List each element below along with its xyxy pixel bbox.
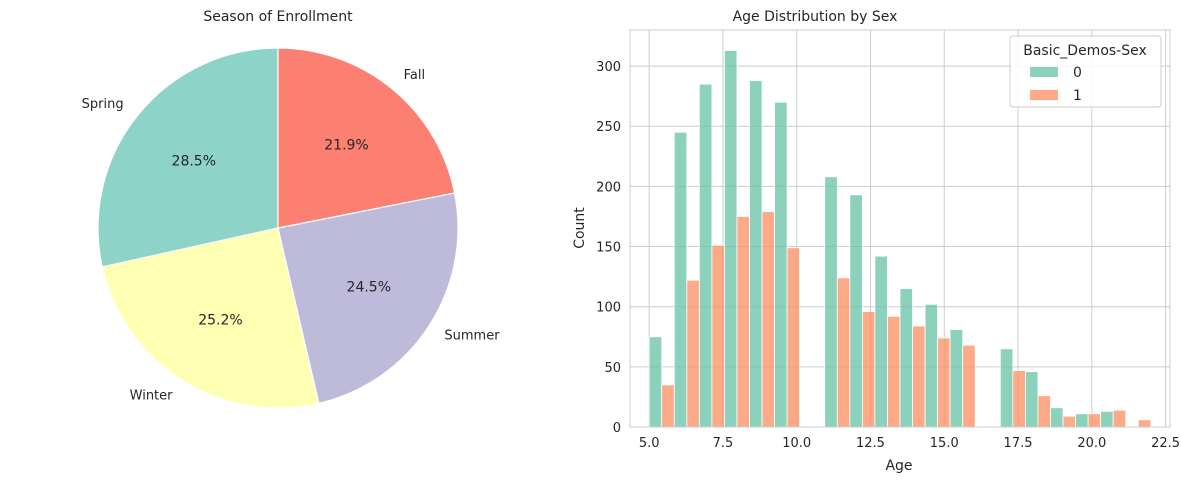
pie-title: Season of Enrollment <box>203 9 353 25</box>
bars <box>648 50 1152 428</box>
pie-pct-winter: 25.2% <box>198 312 242 328</box>
x-axis-label: Age <box>885 458 912 474</box>
bar-sex-0 <box>899 288 913 428</box>
x-tick-label: 10.0 <box>782 436 811 451</box>
bar-sex-0 <box>1100 410 1114 428</box>
bar-sex-1 <box>937 337 951 428</box>
bar-sex-1 <box>761 211 775 428</box>
y-tick-label: 250 <box>596 120 621 135</box>
bar-sex-1 <box>962 344 976 428</box>
y-tick-label: 150 <box>596 241 621 256</box>
bar-sex-0 <box>648 336 663 428</box>
pie-pct-summer: 24.5% <box>347 280 391 296</box>
bar-sex-0 <box>698 83 713 428</box>
x-tick-label: 12.5 <box>856 436 885 451</box>
bar-sex-1 <box>1137 419 1152 428</box>
bar-sex-0 <box>749 80 763 428</box>
pie-pct-spring: 28.5% <box>172 153 216 169</box>
pie-slice-spring <box>97 47 279 268</box>
bar-sex-0 <box>949 329 964 428</box>
pie-label-summer: Summer <box>444 328 500 343</box>
bar-sex-0 <box>849 194 863 428</box>
x-tick-label: 20.0 <box>1077 436 1106 451</box>
bar-sex-1 <box>661 384 675 428</box>
legend-title: Basic_Demos-Sex <box>1023 43 1147 59</box>
bar-sex-0 <box>999 348 1014 428</box>
pie-slice-summer <box>277 192 459 405</box>
pie-label-winter: Winter <box>130 389 174 404</box>
bar-sex-0 <box>774 101 788 428</box>
bar-sex-1 <box>912 325 926 428</box>
legend-box <box>1009 35 1162 108</box>
bar-sex-1 <box>861 311 876 428</box>
bar-sex-1 <box>1062 415 1076 428</box>
bar-sex-1 <box>1012 370 1026 428</box>
legend-label-1: 1 <box>1073 88 1082 104</box>
bar-sex-1 <box>786 247 801 428</box>
x-tick-label: 22.5 <box>1151 436 1180 451</box>
plot-frame <box>629 29 1171 428</box>
x-tick-label: 5.0 <box>639 436 660 451</box>
bar-sex-0 <box>924 303 939 428</box>
x-tick-label: 17.5 <box>1004 436 1033 451</box>
x-tick-labels: 5.0 7.5 10.0 12.5 15.0 17.5 20.0 22.5 <box>639 436 1180 451</box>
histogram-chart: Age Distribution by Sex 5.0 7.5 10.0 12.5 15… <box>572 9 1180 474</box>
pie-chart: Season of Enrollment Spring 28.5% Winter 25… <box>82 9 501 409</box>
y-tick-label: 200 <box>596 180 621 195</box>
bar-sex-0 <box>1025 371 1039 428</box>
pie-slice-fall <box>277 47 456 229</box>
x-tick-label: 15.0 <box>930 436 959 451</box>
bar-sex-1 <box>836 277 851 428</box>
y-tick-labels: 0 50 100 150 200 250 300 <box>596 60 621 436</box>
legend-swatch-0 <box>1030 67 1058 77</box>
bar-sex-0 <box>673 131 688 428</box>
x-tick-label: 7.5 <box>713 436 734 451</box>
pie-pct-fall: 21.9% <box>324 138 368 154</box>
y-tick-label: 0 <box>613 421 621 436</box>
pie-label-fall: Fall <box>404 68 425 83</box>
pie-slices <box>97 47 459 409</box>
pie-slice-winter <box>101 227 320 409</box>
y-tick-label: 50 <box>604 361 621 376</box>
hist-title: Age Distribution by Sex <box>733 9 898 25</box>
y-tick-label: 100 <box>596 301 621 316</box>
pie-labels: Spring 28.5% Winter 25.2% Summer 24.5% Fall 21.… <box>82 68 501 404</box>
legend-swatch-1 <box>1030 90 1058 100</box>
bar-sex-1 <box>1112 409 1127 428</box>
bar-sex-0 <box>1050 407 1064 428</box>
bar-sex-0 <box>1075 413 1089 428</box>
legend-label-0: 0 <box>1073 65 1082 81</box>
bar-sex-1 <box>711 244 725 428</box>
y-tick-label: 300 <box>596 60 621 75</box>
pie-label-spring: Spring <box>82 97 124 112</box>
bar-sex-1 <box>887 315 901 428</box>
y-axis-label: Count <box>572 207 588 249</box>
bar-sex-1 <box>736 216 750 428</box>
bar-sex-0 <box>724 50 738 428</box>
bar-sex-1 <box>686 279 700 428</box>
bar-sex-0 <box>874 255 888 428</box>
bar-sex-0 <box>824 176 838 428</box>
legend: Basic_Demos-Sex 0 1 <box>1009 35 1162 108</box>
bar-sex-1 <box>1087 413 1102 428</box>
bar-sex-1 <box>1037 395 1051 428</box>
